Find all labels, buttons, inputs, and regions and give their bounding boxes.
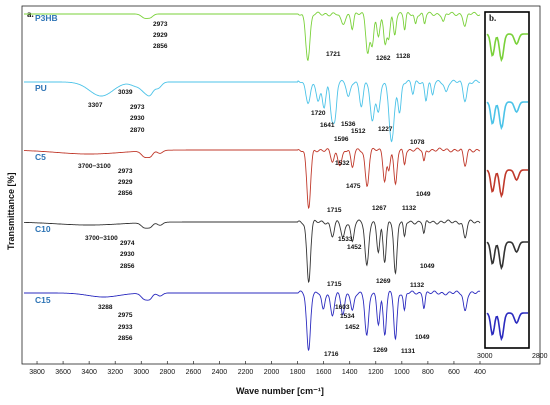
spectrum-line [24, 290, 481, 351]
peak-label: 2973 [153, 21, 168, 28]
peak-labels: 2973 2929 2856 1721 1262 1128 3307 3039 2973 2930… [78, 21, 435, 358]
inset-spectrum-line [486, 312, 528, 342]
x-tick-label: 1000 [394, 369, 410, 376]
inset-spectrum-line [486, 169, 528, 199]
spectrum-line [23, 147, 481, 210]
spectra [23, 11, 481, 351]
x-tick-label: 2600 [186, 369, 202, 376]
peak-label: 2974 [120, 240, 135, 247]
series-name-label: C15 [35, 295, 51, 305]
peak-label: 1049 [416, 191, 431, 198]
series-names: P3HB PU C5 C10 C15 [35, 13, 58, 305]
peak-label: 1721 [326, 51, 341, 58]
peak-label: 3039 [118, 89, 133, 96]
panel-label-b: b. [489, 13, 496, 23]
peak-label: 1269 [376, 278, 391, 285]
spectrum-line [24, 79, 481, 143]
peak-label: 1132 [410, 282, 424, 289]
inset-tick-label: 2800 [532, 353, 548, 360]
x-tick-label: 1400 [342, 369, 358, 376]
peak-label: 2973 [130, 104, 145, 111]
peak-label: 1227 [378, 126, 393, 133]
peak-label: 1128 [396, 53, 410, 60]
peak-label: 3288 [98, 304, 113, 311]
peak-label: 3700−3100 [85, 235, 118, 242]
peak-label: 2973 [118, 168, 133, 175]
peak-label: 2856 [118, 190, 133, 197]
peak-label: 2856 [120, 263, 135, 270]
peak-label: 1262 [376, 55, 391, 62]
x-tick-label: 2200 [238, 369, 254, 376]
peak-label: 1603 [335, 304, 350, 311]
x-tick-label: 3400 [81, 369, 97, 376]
peak-label: 1269 [373, 347, 388, 354]
peak-label: 1267 [372, 205, 387, 212]
peak-label: 1715 [327, 281, 342, 288]
peak-label: 1536 [341, 121, 356, 128]
peak-label: 1641 [320, 122, 335, 129]
peak-label: 1475 [346, 183, 361, 190]
peak-label: 2870 [130, 127, 145, 134]
inset-spectrum-line [486, 241, 528, 271]
x-tick-label: 3800 [29, 369, 45, 376]
peak-label: 2856 [153, 43, 168, 50]
peak-label: 1049 [415, 334, 430, 341]
peak-label: 1452 [345, 324, 360, 331]
series-name-label: P3HB [35, 13, 58, 23]
peak-label: 1534 [340, 313, 355, 320]
x-tick-label: 2400 [212, 369, 228, 376]
peak-label: 2929 [153, 32, 168, 39]
peak-label: 1716 [324, 351, 339, 358]
x-tick-label: 400 [474, 369, 486, 376]
series-name-label: PU [35, 83, 47, 93]
peak-label: 2930 [120, 251, 135, 258]
peak-label: 1132 [402, 205, 416, 212]
inset-spectra [486, 33, 528, 342]
peak-label: 2930 [130, 115, 145, 122]
peak-label: 1131 [401, 348, 415, 355]
x-tick-label: 3000 [133, 369, 149, 376]
peak-label: 2856 [118, 335, 133, 342]
spectrum-line [24, 219, 481, 284]
y-axis-title: Transmittance [%] [6, 172, 16, 250]
peak-label: 1533 [338, 236, 353, 243]
peak-label: 3307 [88, 102, 103, 109]
x-tick-label: 3600 [55, 369, 71, 376]
x-axis-title: Wave number [cm⁻¹] [236, 386, 324, 396]
x-axis: 3800 3600 3400 3200 3000 2800 2600 2400 2200 2000… [29, 361, 486, 376]
x-tick-label: 1800 [290, 369, 306, 376]
peak-label: 1596 [334, 136, 349, 143]
peak-label: 1512 [351, 128, 366, 135]
spectrum-line [24, 11, 481, 62]
x-tick-label: 2800 [160, 369, 176, 376]
x-tick-label: 2000 [264, 369, 280, 376]
series-name-label: C5 [35, 152, 46, 162]
x-tick-label: 1600 [316, 369, 332, 376]
peak-label: 2933 [118, 324, 133, 331]
peak-label: 3700−3100 [78, 163, 111, 170]
x-tick-label: 1200 [368, 369, 384, 376]
peak-label: 2975 [118, 312, 133, 319]
inset-tick-label: 3000 [477, 353, 493, 360]
inset-spectrum-line [486, 33, 528, 63]
peak-label: 1720 [311, 110, 326, 117]
peak-label: 1078 [410, 139, 425, 146]
plot-frame [21, 5, 541, 365]
series-name-label: C10 [35, 224, 51, 234]
x-tick-label: 3200 [107, 369, 123, 376]
inset-spectrum-line [486, 101, 528, 131]
x-tick-label: 600 [448, 369, 460, 376]
inset-frame [484, 11, 530, 349]
peak-label: 2929 [118, 179, 133, 186]
peak-label: 1452 [347, 244, 362, 251]
peak-label: 1715 [327, 207, 342, 214]
x-tick-label: 800 [422, 369, 434, 376]
peak-label: 1049 [420, 263, 435, 270]
peak-label: 1532 [335, 160, 350, 167]
